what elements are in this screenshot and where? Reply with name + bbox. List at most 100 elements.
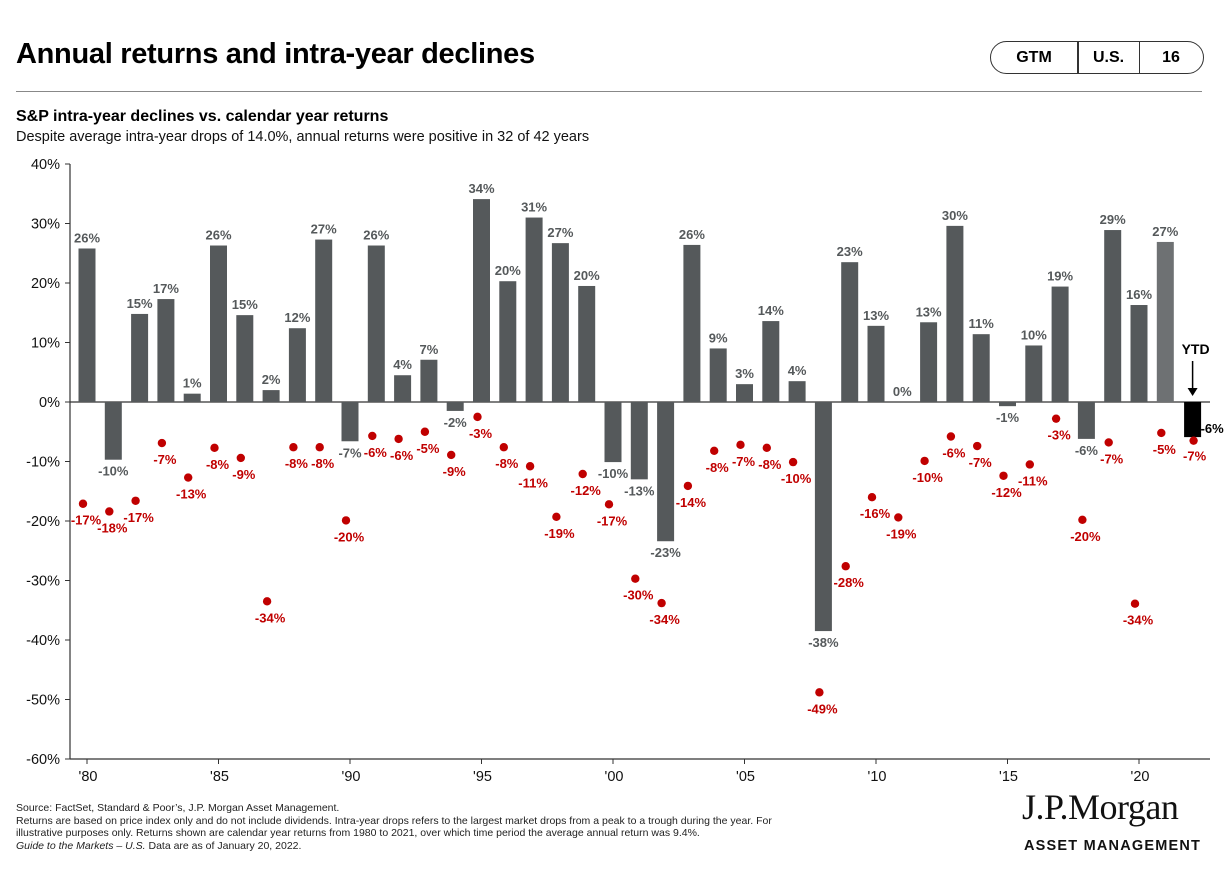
- return-bar: [262, 390, 280, 402]
- return-label: -23%: [650, 545, 681, 560]
- decline-dot: [157, 438, 167, 448]
- return-label: 0%: [893, 384, 912, 399]
- return-bar: [920, 322, 938, 402]
- decline-dot: [447, 450, 456, 460]
- decline-label: -9%: [443, 464, 467, 479]
- return-bar: [394, 375, 412, 402]
- return-bar: [604, 402, 622, 463]
- return-label: 13%: [863, 308, 889, 323]
- return-label: 11%: [969, 316, 995, 331]
- decline-dot: [736, 440, 745, 450]
- decline-dot: [815, 688, 824, 697]
- decline-dot: [1025, 460, 1035, 469]
- decline-label: -10%: [781, 471, 812, 486]
- return-bar: [104, 402, 122, 460]
- ytd-decline-dot: [1189, 436, 1198, 445]
- decline-label: -8%: [706, 460, 730, 475]
- decline-label: -8%: [285, 456, 309, 471]
- return-label: 29%: [1100, 212, 1126, 227]
- return-bar: [131, 313, 149, 402]
- guide-line: Guide to the Markets – U.S. Data are as …: [16, 840, 976, 853]
- return-bar: [1104, 230, 1122, 402]
- decline-dot: [920, 456, 929, 466]
- decline-label: -5%: [416, 441, 440, 456]
- return-label: 27%: [1152, 224, 1178, 239]
- decline-dot: [946, 432, 956, 441]
- decline-dot: [973, 441, 982, 451]
- decline-label: -20%: [1070, 529, 1101, 544]
- y-tick-label: 30%: [31, 217, 60, 233]
- decline-dot: [1130, 599, 1140, 608]
- decline-dot: [420, 427, 430, 436]
- return-label: 27%: [547, 225, 573, 240]
- return-label: 4%: [788, 363, 807, 378]
- return-label: 16%: [1126, 287, 1152, 302]
- return-bar: [183, 393, 201, 402]
- decline-label: -19%: [886, 526, 917, 541]
- y-tick-label: -10%: [26, 455, 60, 471]
- decline-label: -11%: [1018, 473, 1048, 488]
- return-label: 26%: [679, 227, 705, 242]
- y-tick-label: -20%: [26, 514, 60, 530]
- decline-label: -17%: [123, 510, 154, 525]
- decline-label: -7%: [969, 455, 993, 470]
- ytd-bar: [1184, 402, 1202, 438]
- decline-dot: [473, 412, 482, 422]
- ytd-decline-label: -7%: [1183, 449, 1207, 464]
- y-tick-label: -50%: [26, 693, 60, 709]
- return-bar: [420, 359, 438, 402]
- header-tags: GTM U.S. 16: [990, 41, 1204, 74]
- decline-label: -3%: [1048, 428, 1072, 443]
- decline-label: -6%: [390, 448, 414, 463]
- return-bar: [525, 217, 543, 402]
- guide-title: Guide to the Markets – U.S.: [16, 839, 146, 852]
- decline-label: -49%: [807, 701, 838, 716]
- return-bar: [841, 262, 859, 402]
- decline-dot: [499, 443, 508, 452]
- decline-label: -16%: [860, 506, 891, 521]
- return-bar: [236, 315, 254, 402]
- ytd-label: YTD: [1182, 341, 1210, 357]
- return-label: 23%: [837, 244, 863, 259]
- return-label: 15%: [232, 297, 258, 312]
- decline-label: -34%: [255, 610, 286, 625]
- return-bar: [1130, 305, 1148, 402]
- return-bar: [1077, 402, 1095, 439]
- return-bar: [446, 402, 464, 411]
- decline-dot: [131, 496, 140, 505]
- return-label: 26%: [205, 228, 231, 243]
- decline-dot: [1104, 438, 1113, 447]
- chart-heading: S&P intra-year declines vs. calendar yea…: [16, 108, 389, 125]
- decline-label: -34%: [649, 612, 680, 627]
- return-bar: [499, 281, 517, 402]
- decline-dot: [315, 443, 324, 452]
- decline-dot: [1157, 428, 1166, 438]
- return-label: 13%: [916, 304, 942, 319]
- decline-dot: [894, 513, 903, 522]
- return-bar: [473, 199, 490, 402]
- decline-dot: [657, 598, 666, 608]
- decline-label: -10%: [912, 470, 943, 485]
- return-bar: [210, 245, 227, 402]
- decline-dot: [1051, 414, 1061, 423]
- decline-dot: [788, 457, 798, 467]
- decline-dot: [867, 493, 877, 502]
- decline-label: -19%: [544, 526, 575, 541]
- x-tick-label: '20: [1131, 769, 1150, 785]
- return-bar: [1051, 286, 1069, 402]
- return-bar: [288, 328, 306, 402]
- return-bar: [1156, 241, 1174, 402]
- return-bar: [367, 245, 385, 402]
- decline-label: -28%: [834, 575, 865, 590]
- x-tick-label: '15: [999, 769, 1018, 785]
- decline-dot: [841, 562, 850, 571]
- x-tick-label: '95: [473, 769, 492, 785]
- return-label: 10%: [1021, 327, 1047, 342]
- return-label: -6%: [1075, 443, 1099, 458]
- decline-dot: [552, 512, 561, 522]
- return-label: 20%: [574, 268, 600, 283]
- return-label: 15%: [127, 296, 153, 311]
- decline-dot: [262, 597, 272, 606]
- source-line: Source: FactSet, Standard & Poor’s, J.P.…: [16, 802, 340, 814]
- return-label: 1%: [183, 376, 202, 391]
